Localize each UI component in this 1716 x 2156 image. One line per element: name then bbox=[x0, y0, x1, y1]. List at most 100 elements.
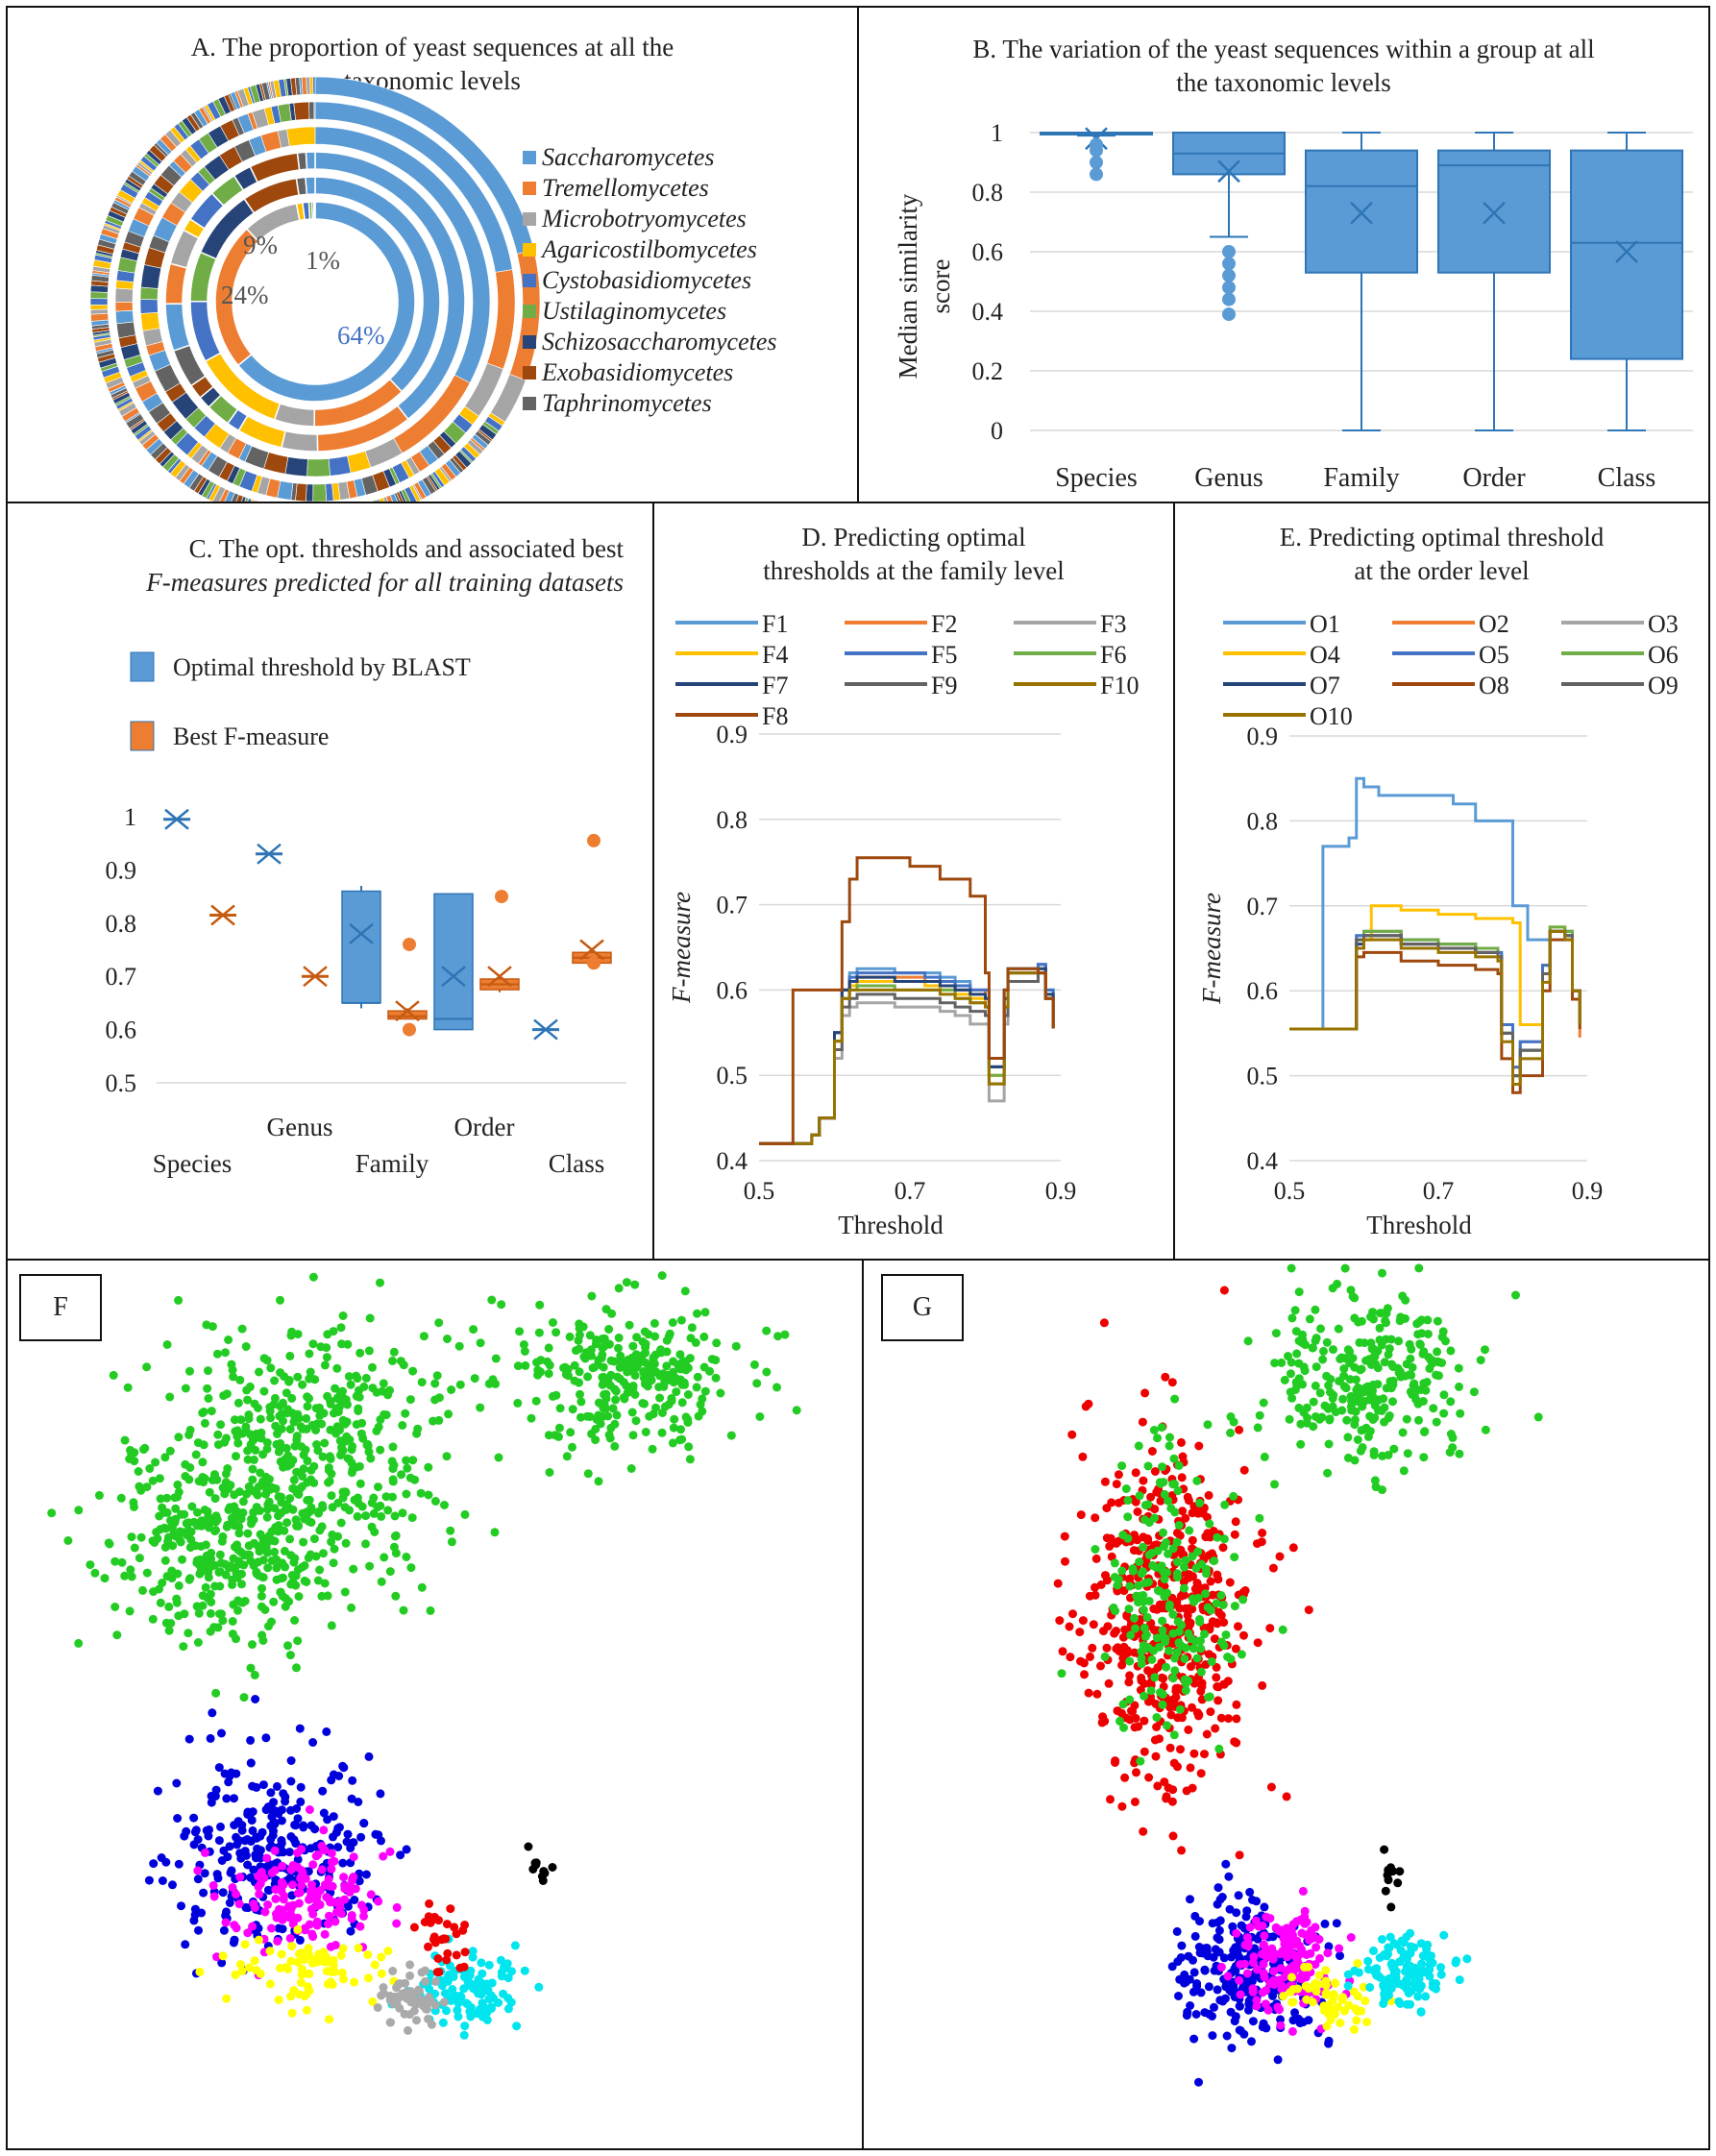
scatter-point bbox=[206, 1559, 215, 1569]
outlier-point bbox=[495, 890, 508, 904]
scatter-point bbox=[494, 1453, 503, 1462]
scatter-point bbox=[627, 1408, 637, 1417]
scatter-point bbox=[288, 1456, 298, 1465]
scatter-point bbox=[311, 1404, 321, 1413]
scatter-point bbox=[371, 1829, 380, 1839]
scatter-point bbox=[1076, 1510, 1086, 1520]
scatter-point bbox=[1118, 1700, 1128, 1709]
scatter-point bbox=[290, 1820, 300, 1829]
scatter-point bbox=[402, 1456, 411, 1465]
scatter-point bbox=[1162, 1794, 1171, 1803]
scatter-point bbox=[1204, 1982, 1213, 1992]
scatter-point bbox=[1193, 1547, 1203, 1556]
scatter-point bbox=[696, 1400, 705, 1409]
scatter-point bbox=[1365, 1983, 1375, 1992]
scatter-point bbox=[1414, 1415, 1423, 1425]
scatter-point bbox=[1398, 1428, 1408, 1437]
scatter-point bbox=[1425, 1363, 1434, 1373]
scatter-point bbox=[1353, 2006, 1362, 2016]
scatter-point bbox=[323, 1330, 332, 1339]
scatter-point bbox=[216, 1420, 226, 1430]
scatter-point bbox=[320, 1579, 330, 1588]
scatter-point bbox=[160, 1453, 170, 1462]
scatter-point bbox=[341, 1538, 351, 1548]
scatter-point bbox=[1179, 1583, 1189, 1593]
scatter-point bbox=[1181, 1513, 1190, 1523]
ring-3-slice bbox=[281, 429, 319, 453]
scatter-point bbox=[383, 1947, 393, 1956]
panel-c: C. The opt. thresholds and associated be… bbox=[6, 502, 654, 1261]
scatter-point bbox=[274, 1996, 283, 2004]
scatter-point bbox=[269, 1597, 279, 1606]
legend-label-o2: O2 bbox=[1479, 610, 1509, 638]
scatter-point bbox=[1386, 1902, 1396, 1912]
scatter-point bbox=[1385, 1377, 1395, 1386]
scatter-point bbox=[260, 1907, 270, 1917]
panel-a-title: A. The proportion of yeast sequences at … bbox=[8, 31, 857, 98]
scatter-point bbox=[1375, 1335, 1385, 1345]
scatter-point bbox=[1349, 1987, 1359, 1997]
scatter-point bbox=[1340, 1263, 1350, 1273]
scatter-point bbox=[361, 1511, 371, 1521]
panel-b: B. The variation of the yeast sequences … bbox=[857, 6, 1710, 503]
scatter-point bbox=[388, 1356, 397, 1365]
series-line-o5 bbox=[1289, 929, 1581, 1069]
y-axis-label-line1: Median similarity bbox=[894, 193, 922, 379]
scatter-point bbox=[1255, 1513, 1264, 1523]
scatter-point bbox=[328, 1530, 337, 1539]
scatter-point bbox=[447, 1537, 456, 1547]
scatter-point bbox=[271, 1894, 281, 1903]
scatter-point bbox=[253, 1490, 262, 1500]
scatter-point bbox=[248, 1464, 257, 1474]
scatter-point bbox=[1319, 1346, 1328, 1356]
scatter-point bbox=[497, 1972, 506, 1981]
scatter-point bbox=[259, 1535, 269, 1545]
scatter-point bbox=[563, 1364, 573, 1374]
scatter-point bbox=[305, 1920, 314, 1929]
scatter-point bbox=[660, 1378, 670, 1387]
y-axis-label: F-measure bbox=[667, 892, 696, 1004]
scatter-point bbox=[1428, 1356, 1437, 1365]
scatter-point bbox=[1436, 1963, 1445, 1972]
scatter-point bbox=[1112, 1480, 1121, 1489]
scatter-point bbox=[202, 1825, 211, 1835]
scatter-point bbox=[104, 1538, 113, 1548]
scatter-point bbox=[540, 1869, 550, 1878]
scatter-point bbox=[687, 1323, 697, 1333]
scatter-point bbox=[257, 1591, 266, 1601]
scatter-point bbox=[157, 1853, 166, 1862]
scatter-point bbox=[1311, 1305, 1320, 1314]
scatter-point bbox=[300, 1561, 309, 1570]
legend-swatch bbox=[523, 305, 536, 318]
legend-label-o9: O9 bbox=[1648, 672, 1679, 699]
scatter-point bbox=[112, 1630, 122, 1640]
scatter-point bbox=[1161, 1637, 1169, 1647]
scatter-point bbox=[256, 1969, 265, 1978]
scatter-point bbox=[235, 1375, 245, 1384]
scatter-point bbox=[264, 1497, 274, 1507]
scatter-point bbox=[1131, 1624, 1140, 1633]
scatter-point bbox=[246, 1430, 255, 1439]
ring-5-slice bbox=[306, 483, 314, 502]
scatter-point bbox=[1269, 1948, 1279, 1958]
scatter-point bbox=[434, 1318, 444, 1328]
scatter-point bbox=[470, 1374, 479, 1384]
scatter-point bbox=[229, 1372, 238, 1382]
scatter-point bbox=[1462, 1954, 1472, 1964]
scatter-point bbox=[243, 1395, 253, 1405]
scatter-point bbox=[377, 1577, 386, 1586]
scatter-point bbox=[1158, 1626, 1167, 1635]
scatter-point bbox=[222, 1994, 232, 2003]
scatter-point bbox=[1372, 1964, 1382, 1973]
scatter-point bbox=[655, 1393, 665, 1403]
scatter-point bbox=[296, 1797, 306, 1806]
scatter-point bbox=[1433, 1316, 1442, 1326]
scatter-point bbox=[1132, 1768, 1140, 1777]
scatter-point bbox=[1395, 1867, 1405, 1876]
scatter-point bbox=[214, 1568, 224, 1577]
scatter-point bbox=[344, 1372, 354, 1382]
scatter-point bbox=[1455, 1382, 1463, 1391]
scatter-point bbox=[430, 1379, 440, 1388]
scatter-point bbox=[1232, 1928, 1241, 1938]
scatter-point bbox=[548, 1863, 557, 1872]
